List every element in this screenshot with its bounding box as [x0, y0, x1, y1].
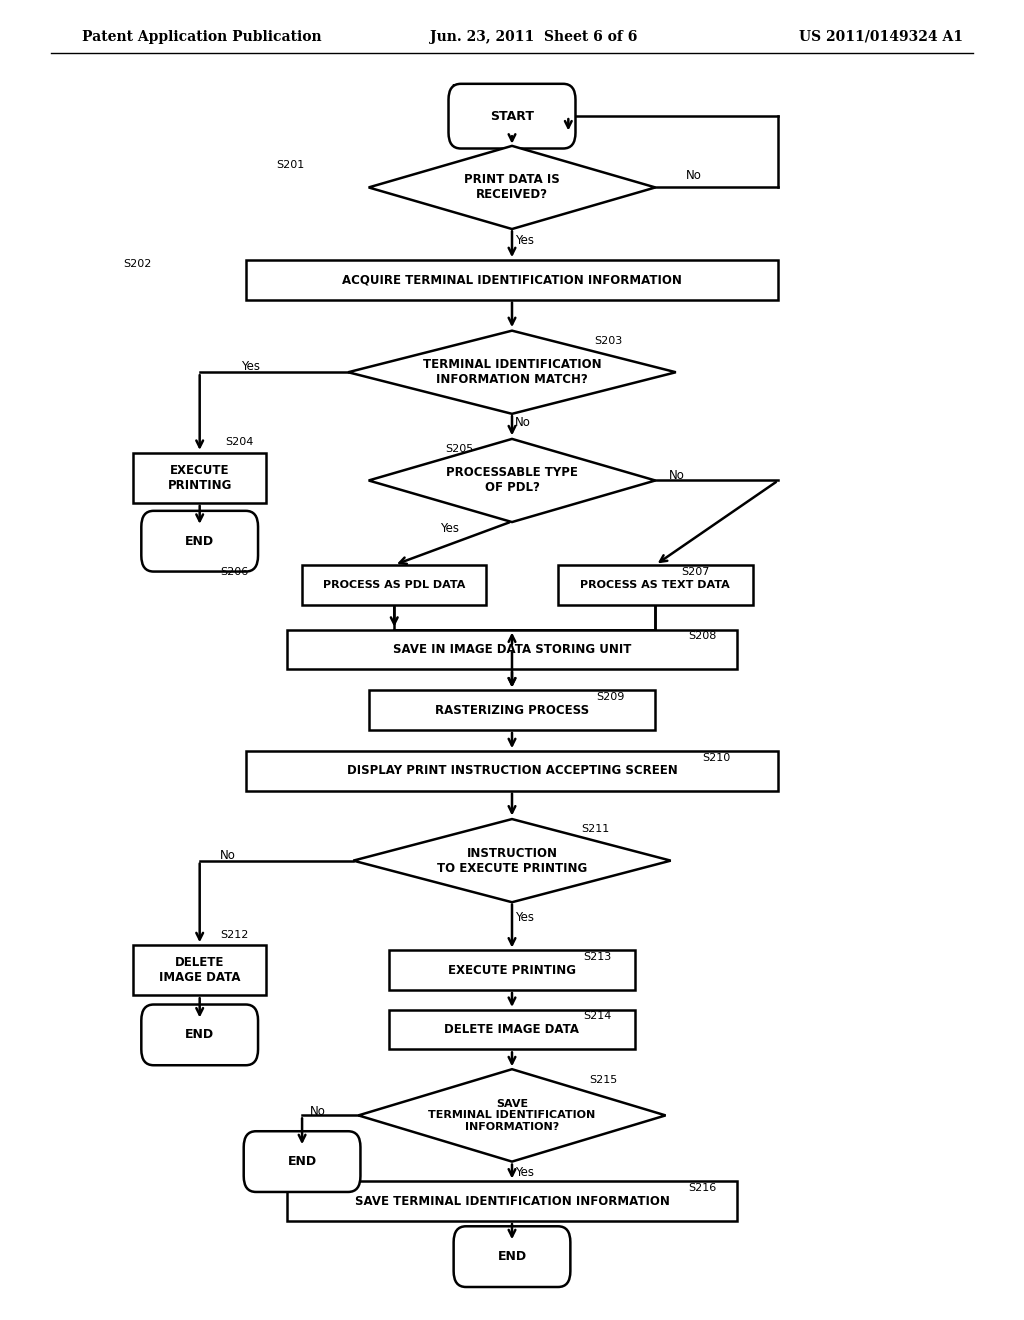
FancyBboxPatch shape	[389, 950, 635, 990]
Text: END: END	[288, 1155, 316, 1168]
Text: S204: S204	[225, 437, 254, 447]
FancyBboxPatch shape	[558, 565, 753, 605]
Text: DELETE
IMAGE DATA: DELETE IMAGE DATA	[159, 956, 241, 985]
Text: S209: S209	[596, 692, 625, 702]
Polygon shape	[348, 331, 676, 414]
Text: S214: S214	[584, 1011, 612, 1022]
Text: Yes: Yes	[241, 360, 260, 374]
Text: PROCESS AS PDL DATA: PROCESS AS PDL DATA	[323, 579, 466, 590]
Text: No: No	[220, 849, 237, 862]
FancyBboxPatch shape	[302, 565, 486, 605]
Text: S213: S213	[584, 952, 612, 962]
Text: S201: S201	[276, 160, 305, 170]
FancyBboxPatch shape	[287, 1181, 737, 1221]
Text: S210: S210	[702, 752, 731, 763]
Text: Patent Application Publication: Patent Application Publication	[82, 30, 322, 44]
Text: EXECUTE PRINTING: EXECUTE PRINTING	[449, 964, 575, 977]
Text: S205: S205	[445, 444, 474, 454]
Text: S202: S202	[123, 259, 152, 269]
Text: S208: S208	[688, 631, 717, 642]
Text: Yes: Yes	[440, 521, 460, 535]
FancyBboxPatch shape	[287, 630, 737, 669]
Text: Yes: Yes	[515, 234, 535, 247]
Text: S216: S216	[688, 1183, 717, 1193]
Text: PRINT DATA IS
RECEIVED?: PRINT DATA IS RECEIVED?	[464, 173, 560, 202]
Text: S212: S212	[220, 929, 249, 940]
Text: Jun. 23, 2011  Sheet 6 of 6: Jun. 23, 2011 Sheet 6 of 6	[430, 30, 638, 44]
Text: END: END	[185, 1028, 214, 1041]
Text: S207: S207	[681, 566, 710, 577]
Text: Yes: Yes	[515, 911, 535, 924]
Text: S215: S215	[589, 1074, 617, 1085]
FancyBboxPatch shape	[369, 690, 655, 730]
Text: No: No	[515, 416, 531, 429]
Text: END: END	[185, 535, 214, 548]
Polygon shape	[353, 818, 671, 903]
Text: SAVE TERMINAL IDENTIFICATION INFORMATION: SAVE TERMINAL IDENTIFICATION INFORMATION	[354, 1195, 670, 1208]
Text: No: No	[669, 469, 685, 482]
Text: S206: S206	[220, 566, 249, 577]
Text: START: START	[490, 110, 534, 123]
Text: S211: S211	[582, 824, 610, 834]
FancyBboxPatch shape	[449, 84, 575, 149]
FancyBboxPatch shape	[244, 1131, 360, 1192]
Polygon shape	[369, 147, 655, 230]
Text: SAVE IN IMAGE DATA STORING UNIT: SAVE IN IMAGE DATA STORING UNIT	[393, 643, 631, 656]
FancyBboxPatch shape	[454, 1226, 570, 1287]
Text: RASTERIZING PROCESS: RASTERIZING PROCESS	[435, 704, 589, 717]
FancyBboxPatch shape	[246, 260, 778, 300]
Polygon shape	[358, 1069, 666, 1162]
FancyBboxPatch shape	[389, 1010, 635, 1049]
Text: DELETE IMAGE DATA: DELETE IMAGE DATA	[444, 1023, 580, 1036]
Text: INSTRUCTION
TO EXECUTE PRINTING: INSTRUCTION TO EXECUTE PRINTING	[437, 846, 587, 875]
Text: END: END	[498, 1250, 526, 1263]
FancyBboxPatch shape	[141, 511, 258, 572]
FancyBboxPatch shape	[246, 751, 778, 791]
Polygon shape	[369, 438, 655, 521]
Text: FIG. 5: FIG. 5	[451, 82, 573, 116]
Text: US 2011/0149324 A1: US 2011/0149324 A1	[799, 30, 963, 44]
FancyBboxPatch shape	[133, 945, 266, 995]
Text: No: No	[686, 169, 702, 182]
Text: EXECUTE
PRINTING: EXECUTE PRINTING	[168, 463, 231, 492]
Text: S203: S203	[594, 335, 623, 346]
Text: No: No	[310, 1105, 327, 1118]
Text: PROCESSABLE TYPE
OF PDL?: PROCESSABLE TYPE OF PDL?	[446, 466, 578, 495]
Text: ACQUIRE TERMINAL IDENTIFICATION INFORMATION: ACQUIRE TERMINAL IDENTIFICATION INFORMAT…	[342, 273, 682, 286]
Text: TERMINAL IDENTIFICATION
INFORMATION MATCH?: TERMINAL IDENTIFICATION INFORMATION MATC…	[423, 358, 601, 387]
Text: DISPLAY PRINT INSTRUCTION ACCEPTING SCREEN: DISPLAY PRINT INSTRUCTION ACCEPTING SCRE…	[347, 764, 677, 777]
Text: SAVE
TERMINAL IDENTIFICATION
INFORMATION?: SAVE TERMINAL IDENTIFICATION INFORMATION…	[428, 1098, 596, 1133]
Text: Yes: Yes	[515, 1166, 535, 1179]
FancyBboxPatch shape	[141, 1005, 258, 1065]
Text: PROCESS AS TEXT DATA: PROCESS AS TEXT DATA	[581, 579, 730, 590]
FancyBboxPatch shape	[133, 453, 266, 503]
